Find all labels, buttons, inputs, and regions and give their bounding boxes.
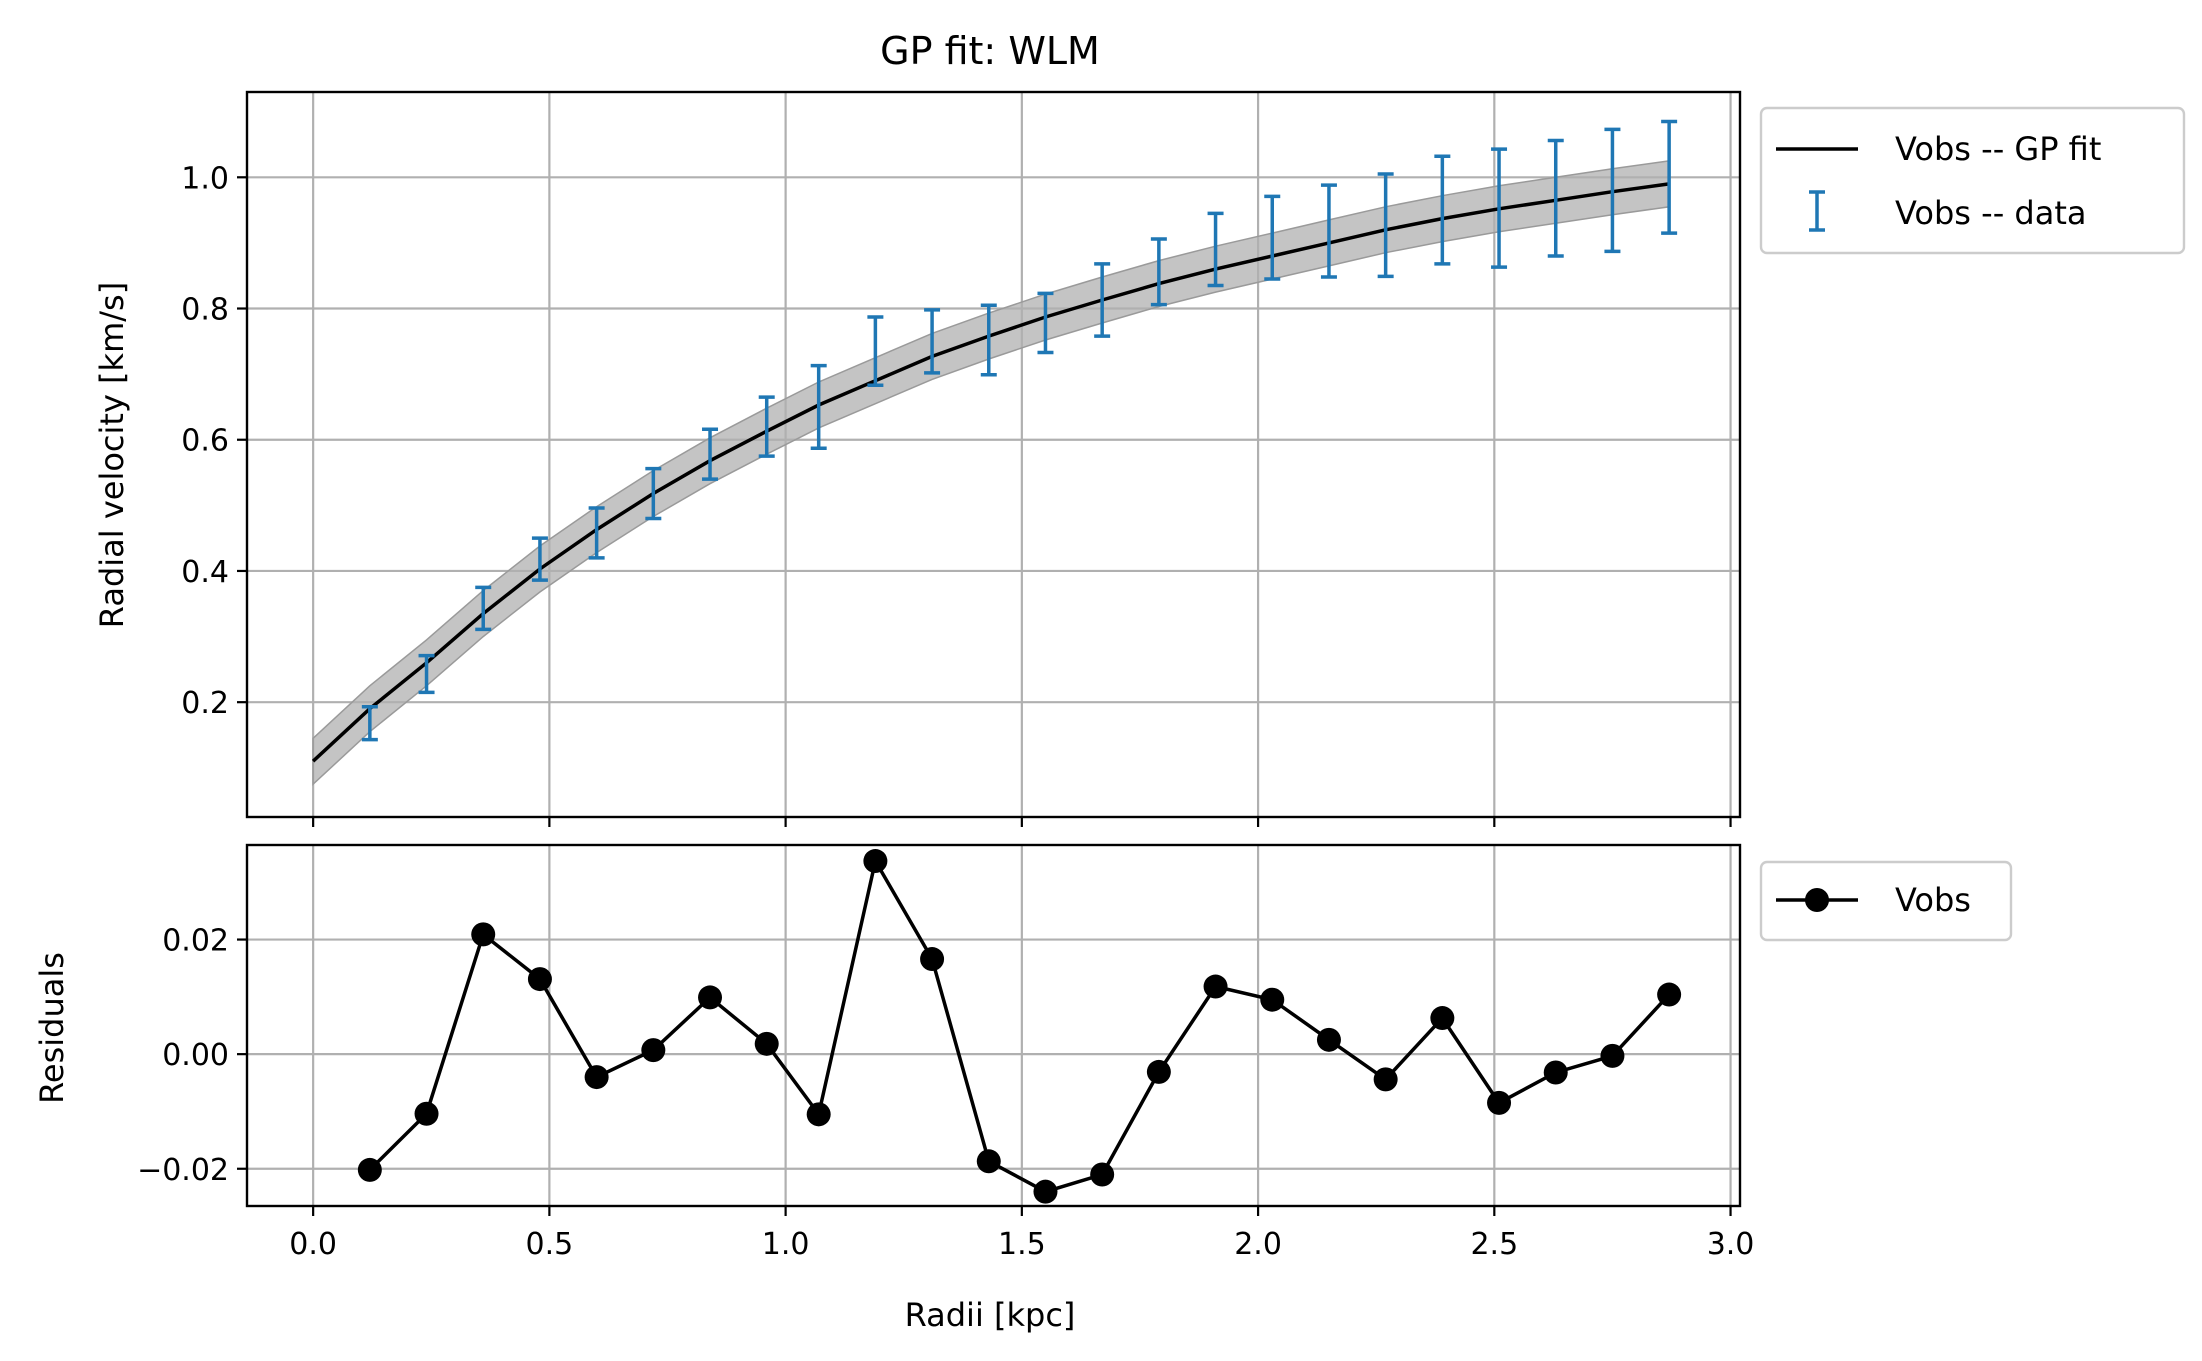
residuals-line (368, 856, 1671, 1194)
legend-label-fit: Vobs -- GP fit (1895, 130, 2101, 168)
bottom-legend-box (1759, 860, 2013, 942)
x-tick-label: 1.5 (998, 1227, 1046, 1262)
residual-point (754, 1031, 779, 1056)
data-errorbar (1320, 183, 1337, 279)
data-errorbar (1264, 194, 1281, 281)
bottom-y-tick-label: 0.00 (162, 1038, 229, 1073)
residual-point (920, 947, 945, 972)
residual-point (976, 1149, 1001, 1174)
data-errorbar (531, 536, 548, 582)
residual-point (527, 967, 552, 992)
data-errorbar (758, 395, 775, 458)
data-errorbar (1547, 138, 1564, 258)
x-axis-label: Radii [kpc] (905, 1296, 1076, 1334)
data-errorbar (418, 653, 435, 695)
chart-title: GP fit: WLM (880, 29, 1100, 73)
residual-point (1033, 1179, 1058, 1204)
residual-point (1090, 1162, 1115, 1187)
residual-point (414, 1101, 439, 1126)
data-errorbar (867, 315, 884, 388)
x-tick-label: 2.5 (1470, 1227, 1518, 1262)
data-errorbar (702, 427, 719, 481)
top-y-tick-label: 0.8 (181, 293, 229, 328)
data-errorbar (1661, 119, 1678, 235)
residual-point (1260, 987, 1285, 1012)
residual-point (1430, 1006, 1455, 1031)
top-axes-frame (245, 90, 1742, 819)
residual-point (1316, 1027, 1341, 1052)
residual-point (863, 849, 888, 874)
data-errorbar (645, 466, 662, 521)
bottom-panel: 0.0 0.5 1.0 1.5 2.0 2.5 3.0 −0.02 0.00 0.02 (137, 843, 1755, 1262)
data-errorbar (1094, 262, 1111, 338)
residual-point (698, 985, 723, 1010)
top-y-tick-label: 0.2 (181, 686, 229, 721)
data-errorbar (1150, 237, 1167, 307)
bottom-y-axis-label: Residuals (33, 952, 71, 1104)
residual-point (1600, 1043, 1625, 1068)
data-errorbar (924, 308, 941, 375)
residual-point (806, 1102, 831, 1127)
data-errorbar (475, 585, 492, 632)
data-errorbar (1491, 147, 1508, 269)
x-tick-label: 2.0 (1234, 1227, 1282, 1262)
residual-point (1373, 1067, 1398, 1092)
x-tick-label: 0.5 (526, 1227, 574, 1262)
data-errorbar (361, 705, 378, 742)
bottom-y-tick-label: 0.02 (162, 924, 229, 959)
data-errorbar (1207, 211, 1224, 288)
residual-point (1146, 1059, 1171, 1084)
legend-marker-swatch (1805, 888, 1829, 912)
residual-point (584, 1065, 609, 1090)
data-errorbar (1604, 127, 1621, 254)
bottom-legend: Vobs (1759, 860, 2013, 942)
data-errorbar (1037, 291, 1054, 355)
top-y-axis-label: Radial velocity [km/s] (93, 282, 131, 628)
legend-label-residuals: Vobs (1895, 881, 1971, 919)
bottom-y-tick-label: −0.02 (137, 1153, 229, 1188)
x-tick-label: 1.0 (762, 1227, 810, 1262)
data-errorbar (588, 506, 605, 560)
data-errorbar (1377, 172, 1394, 279)
x-tick-label: 0.0 (289, 1227, 337, 1262)
residual-point (641, 1038, 666, 1063)
top-legend: Vobs -- GP fit Vobs -- data (1759, 106, 2186, 255)
bottom-axes-frame (245, 843, 1742, 1208)
residual-point (1657, 982, 1682, 1007)
top-legend-box (1759, 106, 2186, 255)
residual-point (1487, 1090, 1512, 1115)
top-y-tick-label: 1.0 (181, 161, 229, 196)
data-errorbar (980, 303, 997, 377)
data-errorbar (810, 363, 827, 451)
residual-point (1543, 1060, 1568, 1085)
top-y-tick-label: 0.6 (181, 424, 229, 459)
residual-point (357, 1157, 382, 1182)
legend-label-data: Vobs -- data (1895, 194, 2086, 232)
x-tick-label: 3.0 (1707, 1227, 1755, 1262)
residual-point (471, 922, 496, 947)
top-panel: 0.2 0.4 0.6 0.8 1.0 (181, 90, 1742, 827)
data-errorbar (1434, 154, 1451, 266)
top-y-tick-label: 0.4 (181, 555, 229, 590)
residual-point (1203, 974, 1228, 999)
